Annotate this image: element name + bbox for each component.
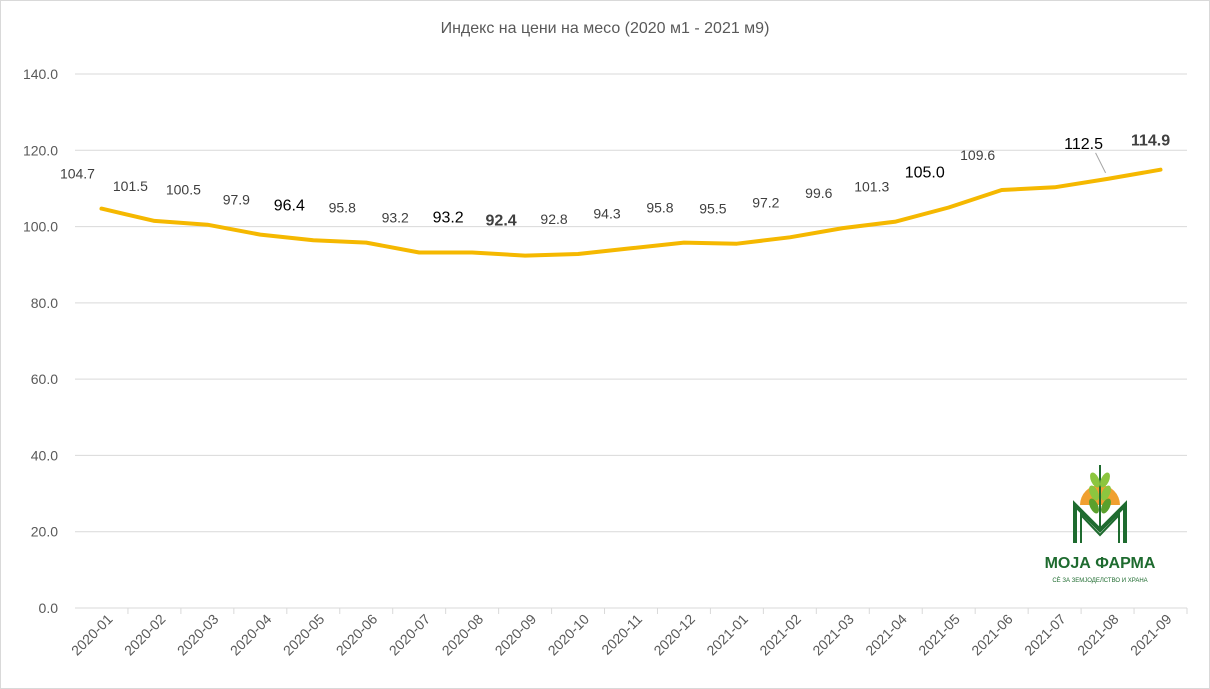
x-tick-label: 2021-09 — [1127, 611, 1175, 659]
gridlines — [75, 73, 1187, 609]
x-tick-label: 2021-03 — [809, 611, 857, 659]
y-tick-label: 20.0 — [31, 524, 58, 540]
data-label: 101.3 — [854, 179, 889, 195]
y-tick-label: 40.0 — [31, 447, 58, 463]
moja-farma-logo: МОЈА ФАРМА СЀ ЗА ЗЕМЈОДЕЛСТВО И ХРАНА — [1045, 465, 1156, 584]
x-tick-label: 2021-02 — [756, 611, 804, 659]
y-tick-label: 140.0 — [23, 66, 58, 82]
x-tick-label: 2020-10 — [545, 611, 593, 659]
y-tick-label: 60.0 — [31, 371, 58, 387]
x-tick-label: 2020-12 — [650, 611, 698, 659]
y-axis-ticks: 0.0 20.0 40.0 60.0 80.0 100.0 120.0 140.0 — [23, 66, 58, 616]
data-label: 97.2 — [752, 194, 779, 210]
chart-title: Индекс на цени на месо (2020 м1 - 2021 м… — [440, 20, 770, 37]
x-tick-label: 2021-05 — [915, 611, 963, 659]
y-tick-label: 120.0 — [23, 142, 58, 158]
data-label: 95.5 — [699, 201, 726, 217]
x-tick-label: 2020-04 — [227, 611, 275, 659]
data-label: 95.8 — [646, 200, 673, 216]
m-frame-icon — [1073, 500, 1127, 543]
data-label: 93.2 — [382, 210, 409, 226]
data-label: 100.5 — [166, 182, 201, 198]
y-tick-label: 100.0 — [23, 219, 58, 235]
y-tick-label: 80.0 — [31, 295, 58, 311]
x-tick-label: 2020-09 — [492, 611, 540, 659]
x-tick-label: 2021-04 — [862, 611, 910, 659]
x-tick-label: 2020-05 — [280, 611, 328, 659]
data-label: 112.5 — [1064, 136, 1103, 153]
x-tick-label: 2020-01 — [68, 611, 116, 659]
data-label: 94.3 — [593, 205, 620, 221]
data-label: 104.7 — [60, 166, 95, 182]
label-leader-line — [1095, 152, 1107, 174]
x-axis-ticks: 2020-01 2020-02 2020-03 2020-04 2020-05 2020-… — [68, 607, 1188, 659]
wheat-icon — [1089, 465, 1111, 530]
data-label: 97.9 — [223, 192, 250, 208]
x-tick-label: 2021-01 — [703, 611, 751, 659]
data-label: 92.8 — [540, 211, 567, 227]
y-tick-label: 0.0 — [39, 600, 59, 616]
data-label: 96.4 — [274, 197, 305, 214]
data-label: 92.4 — [486, 213, 517, 230]
data-label: 99.6 — [805, 185, 832, 201]
data-label: 109.6 — [960, 147, 995, 163]
data-label: 95.8 — [329, 200, 356, 216]
data-label: 105.0 — [905, 165, 945, 182]
data-label: 101.5 — [113, 178, 148, 194]
data-labels: 104.7 101.5 100.5 97.9 96.4 95.8 93.2 93.2 92.4 9… — [60, 133, 1170, 230]
x-tick-label: 2020-03 — [174, 611, 222, 659]
m-inner-icon — [1080, 512, 1120, 543]
x-tick-label: 2020-08 — [439, 611, 487, 659]
x-tick-label: 2020-07 — [386, 611, 434, 659]
x-tick-label: 2020-06 — [333, 611, 381, 659]
series-line — [99, 167, 1163, 258]
x-tick-label: 2021-06 — [968, 611, 1016, 659]
x-tick-label: 2021-08 — [1074, 611, 1122, 659]
data-label: 114.9 — [1131, 133, 1170, 150]
series-layer — [99, 167, 1163, 258]
logo-tagline: СЀ ЗА ЗЕМЈОДЕЛСТВО И ХРАНА — [1052, 577, 1147, 584]
logo-name: МОЈА ФАРМА — [1045, 555, 1156, 572]
data-label: 93.2 — [433, 210, 464, 227]
x-tick-label: 2020-11 — [598, 611, 645, 658]
x-tick-label: 2020-02 — [121, 611, 169, 659]
x-tick-label: 2021-07 — [1021, 611, 1069, 659]
